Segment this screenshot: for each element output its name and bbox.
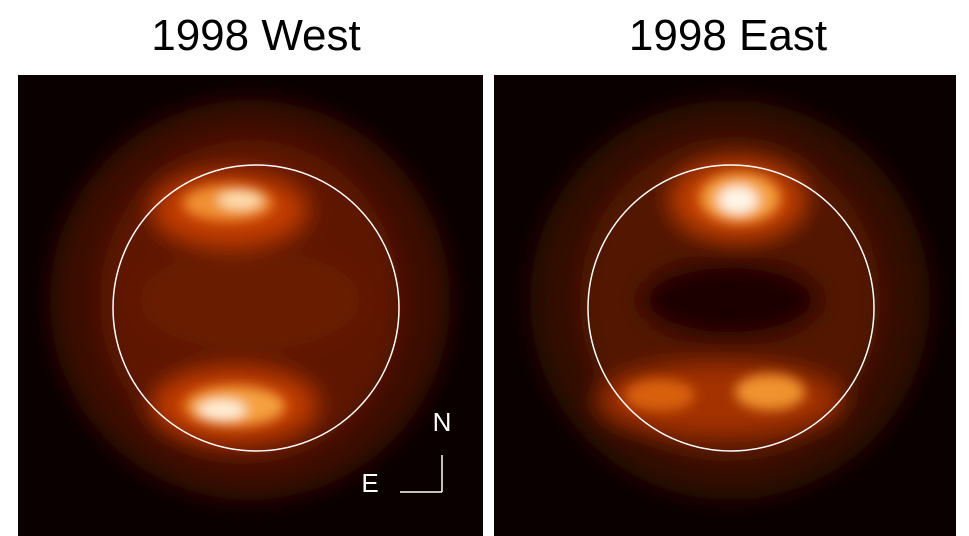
panel-title: 1998 West — [151, 11, 361, 60]
figure: 1998 West 1998 East — [0, 0, 969, 536]
compass-north: N — [433, 407, 452, 437]
image-panel — [494, 75, 956, 536]
image-panel — [18, 75, 483, 536]
panel-title: 1998 East — [629, 11, 827, 60]
compass-east: E — [361, 468, 378, 498]
